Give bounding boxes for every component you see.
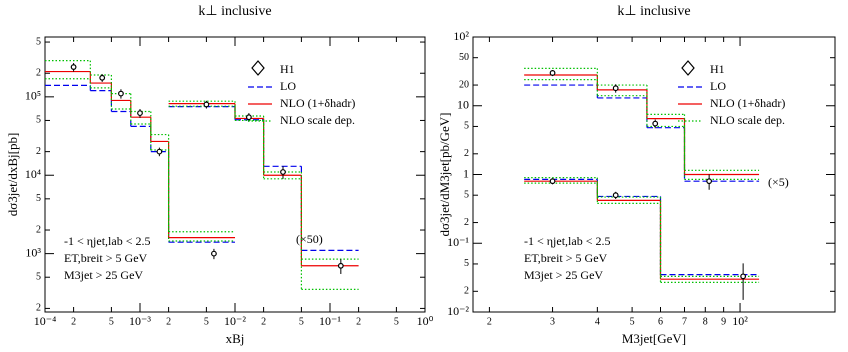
x-tick-label: 3	[550, 316, 555, 327]
annotation: M3jet > 25 GeV	[524, 268, 603, 282]
chart-title: k⊥ inclusive	[198, 4, 271, 19]
y-tick-label: 2	[464, 148, 469, 159]
x-tick-label: 8	[703, 316, 708, 327]
y-tick-label: 5	[36, 272, 41, 283]
legend-label: NLO (1+δhadr)	[710, 96, 785, 110]
data-point	[652, 120, 659, 127]
y-axis-label: dσ3jet/dxBj[pb]	[5, 133, 20, 217]
x-tick-label: 5	[299, 316, 304, 327]
data-point	[156, 148, 163, 155]
data-point	[549, 178, 556, 185]
x-axis-label: xBj	[226, 331, 245, 346]
x-tick-label: 5	[204, 316, 209, 327]
x-tick-label: 2	[166, 316, 171, 327]
y-tick-label: 5	[36, 115, 41, 126]
y-tick-label: 5	[36, 193, 41, 204]
data-point	[337, 262, 344, 269]
data-point	[203, 101, 210, 108]
group-label: (×5)	[768, 175, 789, 189]
x-tick-label: 4	[595, 316, 600, 327]
x-tick-label: 10⁰	[417, 314, 434, 328]
legend-label: NLO scale dep.	[710, 113, 785, 127]
chart-title: k⊥ inclusive	[617, 4, 690, 19]
x-tick-label: 9	[721, 316, 726, 327]
y-tick-label: 20	[459, 79, 469, 90]
y-tick-label: 2	[36, 303, 41, 314]
x-tick-label: 10⁻¹	[319, 314, 341, 328]
annotation: M3jet > 25 GeV	[64, 268, 143, 282]
x-tick-label: 2	[71, 316, 76, 327]
y-tick-label: 10⁴	[25, 167, 41, 181]
data-point	[280, 169, 286, 175]
data-point	[549, 70, 556, 76]
y-tick-label: 2	[36, 68, 41, 79]
x-tick-label: 2	[356, 316, 361, 327]
y-tick-label: 2	[464, 217, 469, 228]
y-tick-label: 2	[464, 286, 469, 297]
legend-label: NLO (1+δhadr)	[280, 96, 355, 110]
y-tick-label: 1	[463, 166, 469, 180]
y-tick-label: 2	[36, 146, 41, 157]
y-tick-label: 10³	[25, 245, 41, 259]
y-axis-label: dσ3jet/dM3jet[pb/GeV]	[437, 113, 452, 237]
data-point	[211, 250, 217, 257]
data-point	[245, 114, 252, 121]
y-tick-label: 10⁻²	[447, 304, 469, 318]
legend-label: LO	[710, 79, 726, 93]
x-tick-label: 2	[261, 316, 266, 327]
legend-label: H1	[280, 62, 295, 76]
legend-marker	[251, 60, 265, 76]
data-point	[612, 192, 619, 199]
data-point	[612, 85, 619, 92]
data-point	[99, 74, 106, 81]
y-tick-label: 5	[464, 258, 469, 269]
y-tick-label: 10⁻¹	[447, 235, 469, 249]
annotation: ET,breit > 5 GeV	[64, 251, 148, 265]
y-tick-label: 5	[36, 36, 41, 47]
legend-marker	[681, 60, 695, 76]
data-point	[706, 178, 713, 185]
x-tick-label: 10⁻²	[224, 314, 246, 328]
x-tick-label: 6	[658, 316, 663, 327]
x-axis-label: M3jet[GeV]	[622, 331, 686, 346]
x-tick-label: 5	[630, 316, 635, 327]
y-tick-label: 2	[36, 224, 41, 235]
y-tick-label: 10²	[453, 29, 469, 43]
x-tick-label: 10⁻³	[129, 314, 151, 328]
x-tick-label: 7	[682, 316, 687, 327]
y-tick-label: 5	[464, 121, 469, 132]
y-tick-label: 50	[459, 52, 469, 63]
group-label: (×50)	[296, 232, 323, 246]
x-tick-label: 2	[487, 316, 492, 327]
y-tick-label: 5	[464, 189, 469, 200]
data-point	[740, 273, 747, 280]
data-point	[118, 90, 124, 97]
legend-label: NLO scale dep.	[280, 113, 355, 127]
data-point	[70, 64, 77, 70]
annotation: -1 < ηjet,lab < 2.5	[64, 234, 150, 248]
data-point	[137, 110, 143, 117]
legend-label: H1	[710, 62, 725, 76]
legend-label: LO	[280, 79, 296, 93]
annotation: -1 < ηjet,lab < 2.5	[524, 234, 610, 248]
x-tick-label: 5	[109, 316, 114, 327]
x-tick-label: 10²	[732, 314, 748, 328]
y-tick-label: 10	[457, 98, 469, 112]
annotation: ET,breit > 5 GeV	[524, 251, 608, 265]
x-tick-label: 5	[394, 316, 399, 327]
x-tick-label: 10⁻⁴	[34, 314, 57, 328]
y-tick-label: 10⁵	[25, 89, 41, 103]
